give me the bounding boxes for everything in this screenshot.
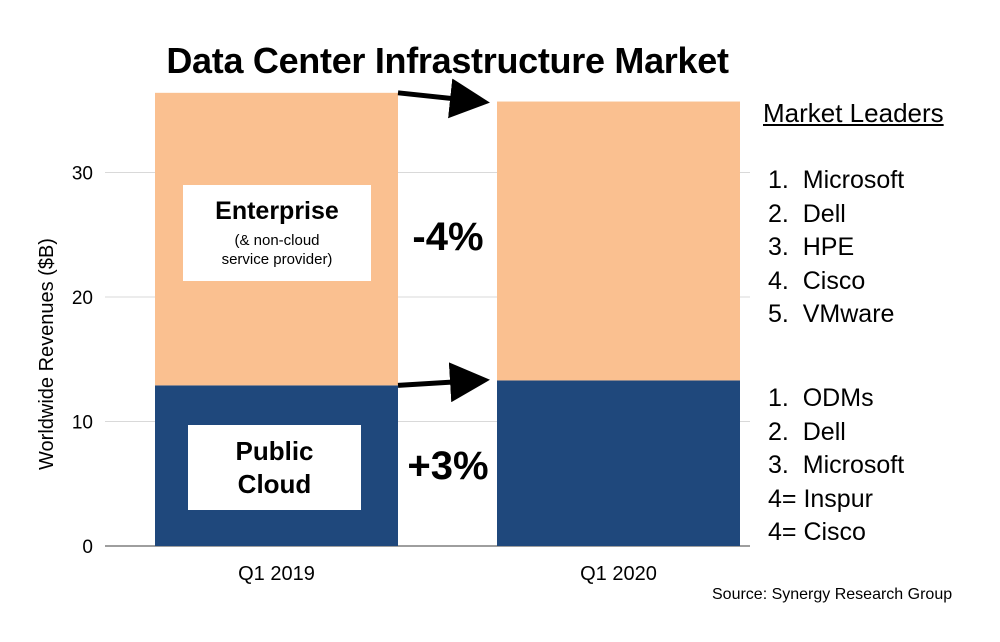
enterprise-leaders-list: 1. Microsoft 2. Dell 3. HPE 4. Cisco 5. …	[768, 164, 904, 332]
source-note: Source: Synergy Research Group	[712, 586, 953, 603]
list-item: 1. ODMs	[768, 384, 874, 412]
y-tick-label: 30	[72, 164, 93, 185]
list-item: 1. Microsoft	[768, 166, 905, 194]
x-tick-label: Q1 2019	[238, 563, 315, 585]
list-item: 2. Dell	[768, 417, 846, 446]
enterprise-change: -4%	[412, 215, 484, 259]
list-item: 3. Microsoft	[768, 451, 905, 479]
public-cloud-label-box: Public Cloud	[188, 425, 361, 510]
enterprise-trend-arrow	[397, 78, 490, 119]
list-item: 4= Inspur	[768, 484, 873, 513]
list-item: 4= Cisco	[768, 518, 866, 546]
public-cloud-leaders-list: 1. ODMs 2. Dell 3. Microsoft 4= Inspur 4…	[768, 382, 904, 550]
x-tick-label: Q1 2020	[580, 563, 657, 585]
public-cloud-change: +3%	[407, 444, 489, 488]
list-item: 5. VMware	[768, 300, 895, 328]
enterprise-sublabel: (& non-cloud service provider)	[183, 231, 371, 269]
enterprise-label: Enterprise	[215, 197, 339, 225]
enterprise-sublabel-line1: (& non-cloud	[234, 232, 320, 249]
market-leaders-heading: Market Leaders	[763, 98, 944, 128]
enterprise-label-box: Enterprise (& non-cloud service provider…	[183, 185, 371, 281]
list-item: 3. HPE	[768, 233, 855, 261]
y-tick-label: 0	[82, 537, 93, 558]
bar-public-1	[497, 380, 740, 546]
chart-title: Data Center Infrastructure Market	[166, 40, 729, 81]
public-cloud-label: Public Cloud	[235, 436, 314, 499]
list-item: 2. Dell	[768, 199, 846, 228]
y-axis-label: Worldwide Revenues ($B)	[36, 238, 58, 470]
public-cloud-trend-arrow	[397, 362, 490, 403]
arrows	[397, 78, 490, 403]
y-tick-label: 10	[72, 413, 93, 434]
bar-enterprise-1	[497, 101, 740, 381]
list-item: 4. Cisco	[768, 266, 866, 295]
axis-ticks: 0 10 20 30 Q1 2019 Q1 2020	[72, 164, 657, 586]
y-tick-label: 20	[72, 288, 93, 309]
enterprise-sublabel-line2: service provider)	[221, 251, 333, 268]
